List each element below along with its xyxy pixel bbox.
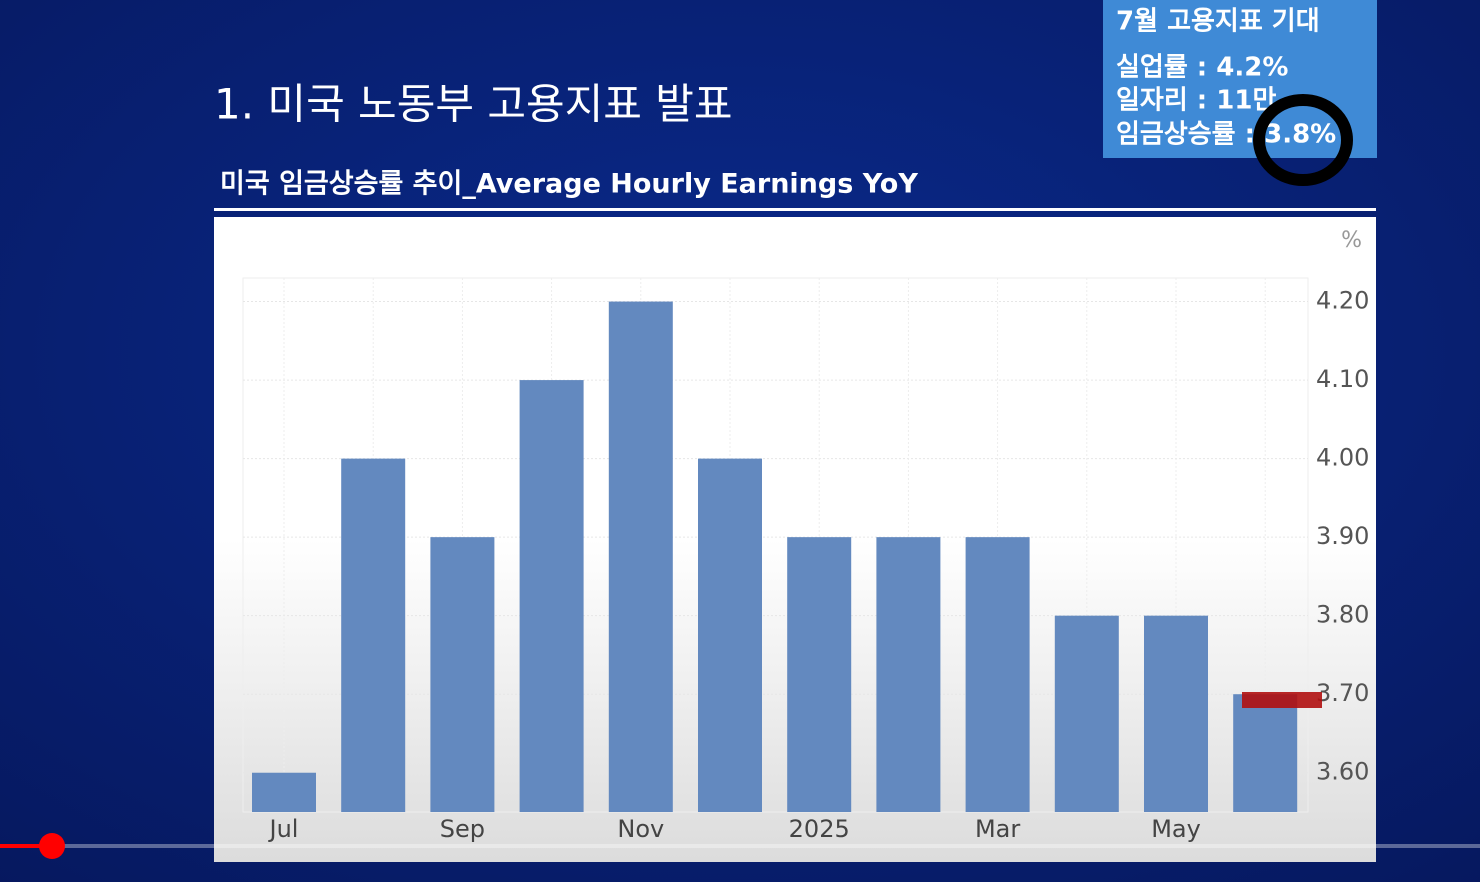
x-tick-label: Nov [617,815,664,843]
scribble [1253,94,1353,186]
note-line: 임금상승률 : 3.8% [1116,120,1336,150]
bar [252,772,316,812]
y-tick-label: 3.70 [1316,679,1369,707]
bar [876,537,941,812]
note-title: 7월 고용지표 기대 [1116,7,1320,37]
slide-title: 1. 미국 노동부 고용지표 발표 [214,80,733,129]
bar [1054,615,1119,812]
y-tick-label: 3.80 [1316,601,1369,629]
note-line: 실업률 : 4.2% [1116,53,1288,83]
x-tick-label: Jul [268,815,299,843]
progress-played [0,844,52,848]
chart-title: 미국 임금상승률 추이_Average Hourly Earnings YoY [220,169,918,200]
x-tick-label: May [1151,815,1201,843]
x-tick-label: Mar [975,815,1020,843]
y-tick-label: 4.10 [1316,365,1369,393]
bar [787,537,852,812]
y-tick-label: 4.20 [1316,287,1369,315]
progress-track[interactable] [0,844,1480,848]
bar [430,537,495,812]
y-unit: % [1341,228,1362,253]
y-tick-label: 3.60 [1316,758,1369,786]
x-tick-label: 2025 [789,815,850,843]
scribble-red [1242,692,1322,708]
note-line: 일자리 : 11만 [1116,86,1276,116]
bar [698,458,762,812]
chart-marks: 3.60 3.70 3.80 3.90 4.00 4.10 4.20 Jul Sep Nov 202… [243,278,1369,843]
bar [608,301,673,812]
note-box [1103,0,1377,158]
bar [1233,694,1298,812]
bar [341,458,406,812]
bar [519,380,584,812]
title-rule [214,208,1376,211]
x-tick-label: Sep [440,815,485,843]
y-tick-label: 3.90 [1316,522,1369,550]
progress-handle[interactable] [39,833,65,859]
bar [1144,615,1208,812]
y-tick-label: 4.00 [1316,444,1369,472]
bar [965,537,1030,812]
plot-area [242,277,1309,813]
